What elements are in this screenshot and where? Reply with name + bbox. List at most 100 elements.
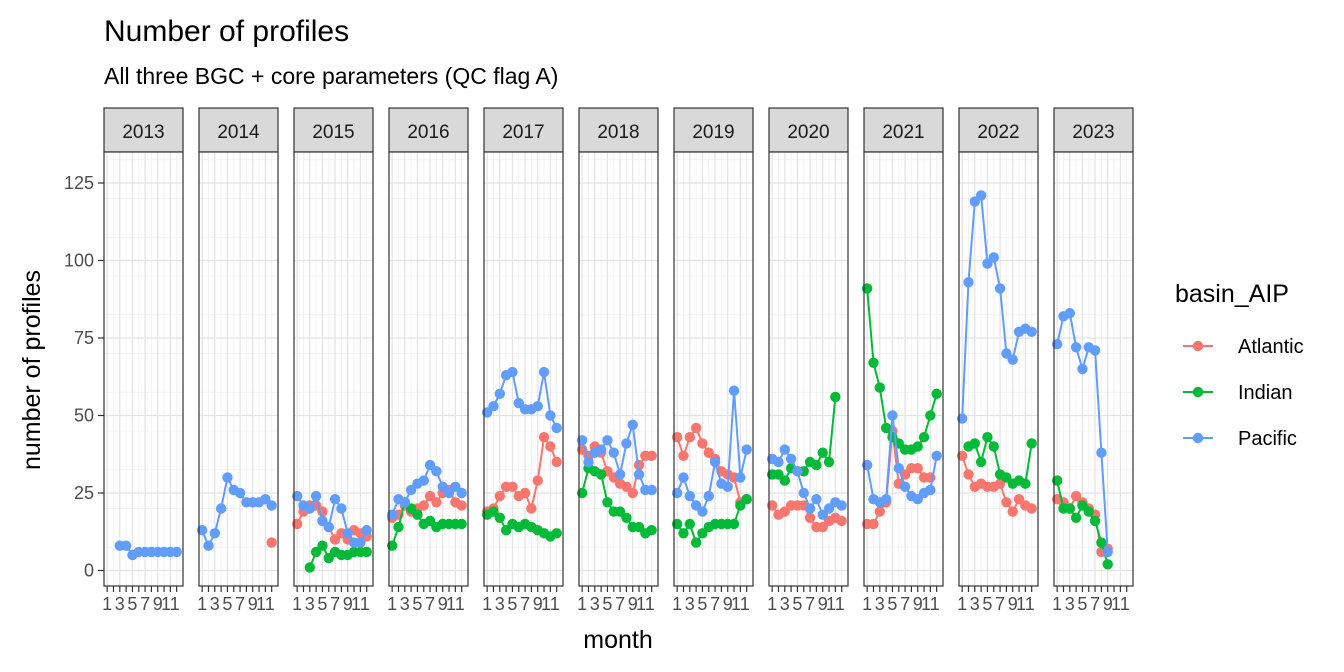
x-tick-label: 11 <box>256 594 275 614</box>
data-point <box>988 441 999 452</box>
data-point <box>931 450 942 461</box>
data-point <box>690 422 702 434</box>
x-tick-label: 3 <box>685 594 695 614</box>
panel-border <box>198 151 279 587</box>
x-tick-label: 5 <box>412 594 422 614</box>
panel-border <box>863 151 944 587</box>
series-indian <box>576 463 657 539</box>
data-point <box>456 487 467 499</box>
x-tick-label: 5 <box>507 594 517 614</box>
data-point <box>431 466 442 477</box>
x-tick-label: 7 <box>520 594 530 614</box>
data-point <box>494 512 505 523</box>
facet-strip-label: 2019 <box>692 122 734 143</box>
facet-strip <box>198 107 279 153</box>
x-tick-label: 5 <box>792 594 802 614</box>
panel-border <box>483 151 564 587</box>
x-tick-label: 5 <box>1077 594 1087 614</box>
data-point <box>988 252 999 263</box>
data-point <box>545 410 556 421</box>
x-tick-label: 1 <box>577 594 587 614</box>
x-tick-label: 3 <box>780 594 790 614</box>
series-pacific <box>861 410 942 508</box>
data-point <box>925 410 936 421</box>
facet-panel-2022: 2022 1 3 5 7 911 <box>956 107 1039 614</box>
panel-border <box>673 151 754 587</box>
data-point <box>494 490 505 502</box>
data-point <box>551 456 562 468</box>
data-point <box>798 487 809 499</box>
panel-background <box>959 152 1038 586</box>
data-point <box>1070 342 1082 353</box>
data-point <box>1089 345 1101 356</box>
x-tick-label: 7 <box>1090 594 1100 614</box>
x-tick-label: 11 <box>636 594 655 614</box>
y-tick-label: 50 <box>74 406 94 426</box>
y-axis-title: number of profiles <box>18 270 46 470</box>
data-point <box>595 469 607 480</box>
legend-label: Atlantic <box>1238 336 1304 358</box>
data-point <box>1026 503 1037 514</box>
x-tick-label: 9 <box>628 594 638 614</box>
data-point <box>627 419 638 430</box>
x-tick-label: 3 <box>1065 594 1075 614</box>
data-point <box>1020 478 1031 489</box>
data-point <box>361 525 372 536</box>
panel-border <box>388 151 469 587</box>
x-tick-label: 9 <box>913 594 923 614</box>
data-point <box>646 525 657 536</box>
y-tick-label: 0 <box>84 561 94 581</box>
data-point <box>329 494 341 505</box>
x-tick-label: 1 <box>102 594 112 614</box>
data-point <box>418 475 429 486</box>
x-tick-label: 7 <box>615 594 625 614</box>
facet-strip-label: 2016 <box>407 122 449 143</box>
data-point <box>234 487 246 499</box>
data-point <box>583 456 594 468</box>
data-point <box>1096 537 1107 548</box>
data-point <box>697 438 708 449</box>
data-point <box>868 357 879 368</box>
data-point <box>963 469 974 480</box>
data-point <box>222 472 233 483</box>
x-tick-label: 3 <box>115 594 125 614</box>
facet-strip-label: 2014 <box>217 122 260 143</box>
x-tick-label: 3 <box>210 594 220 614</box>
facet-panel-2013: 2013 1 3 5 7 911 <box>102 107 184 614</box>
data-point <box>336 503 347 514</box>
x-tick-label: 11 <box>446 594 465 614</box>
x-tick-label: 7 <box>425 594 435 614</box>
data-point <box>684 490 695 502</box>
y-tick-label: 75 <box>74 328 94 348</box>
x-tick-label: 5 <box>317 594 327 614</box>
data-point <box>779 444 790 455</box>
series-atlantic <box>956 450 1037 517</box>
data-point <box>633 469 645 480</box>
data-point <box>532 475 543 486</box>
x-tick-label: 11 <box>921 594 940 614</box>
data-point <box>893 463 904 474</box>
data-point <box>785 453 797 465</box>
facet-strip-label: 2020 <box>787 122 829 143</box>
data-point <box>779 475 790 486</box>
series-indian <box>304 540 372 573</box>
data-point <box>709 456 721 468</box>
x-tick-label: 9 <box>438 594 448 614</box>
x-tick-label: 11 <box>1016 594 1035 614</box>
data-point <box>1102 546 1113 558</box>
series-atlantic <box>266 537 277 548</box>
data-point <box>323 521 334 533</box>
data-point <box>602 497 613 508</box>
data-point <box>393 521 404 533</box>
data-point <box>519 487 531 499</box>
data-point <box>266 537 277 548</box>
x-tick-label: 1 <box>197 594 207 614</box>
facet-panel-2019: 2019 1 3 5 7 911 <box>671 107 754 614</box>
y-tick-label: 125 <box>64 173 94 193</box>
data-point <box>1007 506 1018 517</box>
x-tick-label: 9 <box>248 594 258 614</box>
data-point <box>627 487 638 499</box>
x-tick-label: 1 <box>957 594 967 614</box>
data-point <box>684 518 695 530</box>
data-point <box>399 497 410 508</box>
